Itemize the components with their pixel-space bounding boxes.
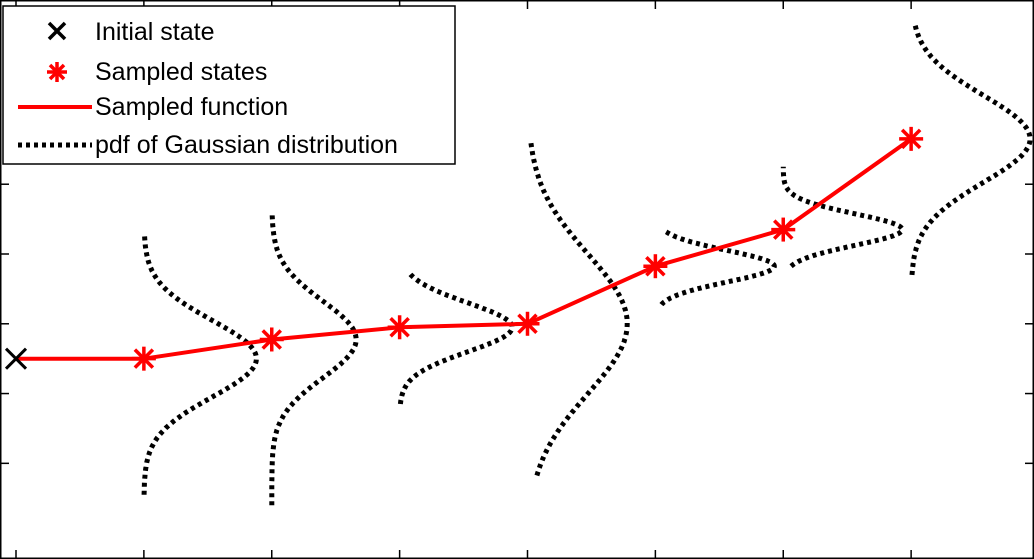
initial-state-marker [4, 347, 28, 370]
state-markers [4, 126, 924, 371]
gaussian-pdf-curve-3 [397, 271, 515, 405]
sampled-state-marker [643, 254, 668, 279]
sampled-state-marker [515, 311, 540, 336]
sampled-function-line [16, 137, 913, 361]
legend-initial-state-label: Initial state [95, 18, 215, 46]
gaussian-pdf-curve-1 [141, 234, 259, 495]
gaussian-pdf-curve-5 [659, 227, 777, 307]
legend: Initial state Sampled states Sampled fun… [2, 5, 456, 165]
asterisk-stroke [900, 128, 922, 150]
asterisk-stroke [645, 255, 666, 277]
asterisk-stroke [517, 313, 538, 335]
gaussian-pdf-curve-2 [269, 211, 359, 506]
sampled-state-marker [771, 217, 796, 242]
sampled-state-marker [899, 126, 924, 151]
sampled-state-marker [259, 327, 284, 352]
legend-box [2, 5, 456, 165]
sampled-state-marker [131, 346, 156, 371]
legend-sampled-states-icon [47, 62, 67, 82]
legend-pdf-label: pdf of Gaussian distribution [95, 131, 398, 159]
legend-initial-state-icon [47, 21, 67, 41]
sampled-function-layer [16, 137, 913, 361]
asterisk-stroke [389, 317, 410, 338]
asterisk-stroke [773, 219, 794, 240]
sampled-state-marker [387, 315, 412, 340]
x-stroke [4, 347, 28, 370]
gaussian-pdf-curve-7 [909, 24, 1033, 276]
asterisk-stroke [261, 329, 282, 350]
gaussian-pdf-curve-6 [780, 166, 905, 269]
legend-sampled-states-label: Sampled states [95, 58, 267, 86]
gaussian-pdf-curve-4 [528, 140, 630, 477]
asterisk-stroke [133, 348, 155, 369]
legend-sampled-function-label: Sampled function [95, 93, 288, 121]
gaussian-pdf-curves [141, 24, 1033, 506]
